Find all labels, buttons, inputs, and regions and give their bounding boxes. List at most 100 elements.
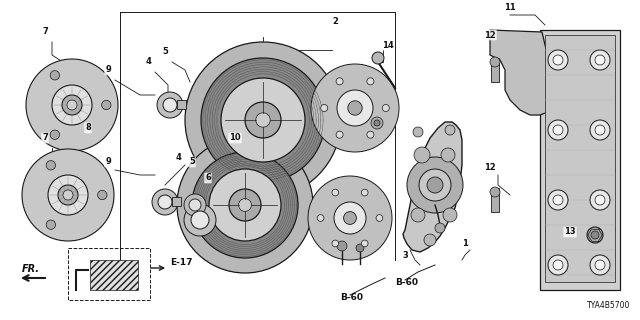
Text: FR.: FR. (22, 264, 40, 274)
Circle shape (595, 260, 605, 270)
Circle shape (362, 189, 368, 196)
Circle shape (590, 190, 610, 210)
Polygon shape (403, 122, 462, 252)
Circle shape (311, 64, 399, 152)
Circle shape (201, 58, 325, 182)
Circle shape (317, 215, 324, 221)
Circle shape (321, 104, 328, 112)
Circle shape (356, 244, 364, 252)
Circle shape (591, 231, 599, 239)
Text: 6: 6 (205, 173, 211, 182)
Circle shape (177, 137, 313, 273)
Circle shape (192, 152, 298, 258)
Circle shape (229, 189, 261, 221)
Circle shape (308, 176, 392, 260)
Circle shape (336, 78, 343, 85)
Text: 7: 7 (42, 28, 48, 36)
Circle shape (26, 59, 118, 151)
Bar (177, 100, 186, 109)
Circle shape (367, 78, 374, 85)
Circle shape (376, 215, 383, 221)
Text: 9: 9 (105, 157, 111, 166)
Circle shape (490, 57, 500, 67)
Circle shape (548, 255, 568, 275)
Text: E-17: E-17 (170, 258, 193, 267)
Text: 14: 14 (382, 41, 394, 50)
Circle shape (595, 125, 605, 135)
Circle shape (336, 131, 343, 138)
Circle shape (362, 240, 368, 247)
Circle shape (184, 194, 206, 216)
Text: TYA4B5700: TYA4B5700 (587, 301, 630, 310)
Circle shape (595, 195, 605, 205)
Circle shape (334, 202, 366, 234)
Circle shape (371, 117, 383, 129)
Circle shape (332, 240, 339, 247)
Circle shape (184, 204, 216, 236)
Circle shape (427, 177, 443, 193)
Circle shape (587, 227, 603, 243)
Circle shape (367, 131, 374, 138)
Circle shape (245, 102, 281, 138)
Circle shape (348, 101, 362, 115)
Circle shape (50, 130, 60, 140)
Text: 8: 8 (85, 124, 91, 132)
Text: 10: 10 (229, 133, 241, 142)
Circle shape (48, 175, 88, 215)
Text: 9: 9 (105, 66, 111, 75)
Text: 7: 7 (42, 133, 48, 142)
Text: 5: 5 (162, 47, 168, 57)
Circle shape (407, 157, 463, 213)
Text: B-60: B-60 (395, 278, 418, 287)
Circle shape (157, 92, 183, 118)
Circle shape (590, 50, 610, 70)
Circle shape (344, 212, 356, 224)
Circle shape (590, 255, 610, 275)
Circle shape (372, 52, 384, 64)
Circle shape (382, 104, 389, 112)
Circle shape (52, 85, 92, 125)
Text: 12: 12 (484, 164, 496, 172)
Circle shape (62, 95, 82, 115)
Circle shape (411, 208, 425, 222)
Circle shape (337, 241, 347, 251)
Circle shape (221, 78, 305, 162)
Text: 4: 4 (145, 58, 151, 67)
Bar (172, 197, 181, 206)
Circle shape (256, 113, 270, 127)
Circle shape (239, 199, 252, 212)
Text: 11: 11 (504, 4, 516, 12)
Circle shape (63, 190, 73, 200)
Circle shape (419, 169, 451, 201)
Circle shape (443, 208, 457, 222)
Circle shape (332, 189, 339, 196)
Text: B-60: B-60 (340, 293, 363, 302)
Circle shape (98, 190, 107, 200)
Circle shape (553, 55, 563, 65)
Circle shape (152, 189, 178, 215)
Circle shape (50, 71, 60, 80)
Text: 4: 4 (175, 154, 181, 163)
Circle shape (548, 50, 568, 70)
Text: 13: 13 (564, 228, 576, 236)
Circle shape (58, 185, 78, 205)
Circle shape (414, 147, 430, 163)
Circle shape (413, 127, 423, 137)
Polygon shape (540, 30, 620, 290)
Circle shape (548, 120, 568, 140)
Circle shape (191, 211, 209, 229)
Circle shape (595, 55, 605, 65)
Bar (491, 188, 499, 212)
Circle shape (46, 161, 56, 170)
Circle shape (553, 260, 563, 270)
Text: 5: 5 (189, 157, 195, 166)
Circle shape (185, 42, 341, 198)
Circle shape (22, 149, 114, 241)
Circle shape (553, 125, 563, 135)
Circle shape (189, 199, 201, 211)
Circle shape (209, 169, 281, 241)
Circle shape (590, 120, 610, 140)
Circle shape (490, 187, 500, 197)
Polygon shape (490, 30, 558, 115)
Text: 2: 2 (332, 18, 338, 27)
